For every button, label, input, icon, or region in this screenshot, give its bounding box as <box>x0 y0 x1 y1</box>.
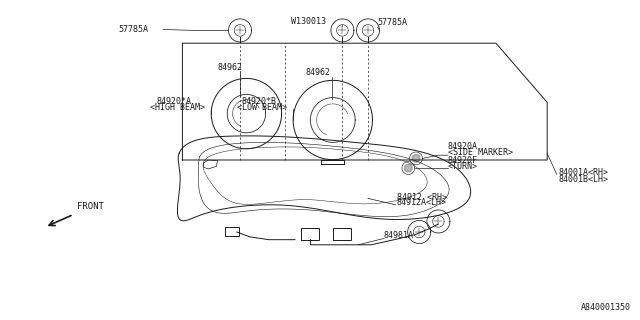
Polygon shape <box>412 155 420 162</box>
Bar <box>333 228 351 240</box>
Text: 84920A: 84920A <box>448 142 478 151</box>
Text: 84920*B: 84920*B <box>242 97 277 106</box>
Text: 57785A: 57785A <box>118 25 148 34</box>
Polygon shape <box>404 164 412 172</box>
Bar <box>301 228 319 240</box>
Text: <TURN>: <TURN> <box>448 162 478 171</box>
Bar <box>225 227 239 236</box>
Text: 84912A<LH>: 84912A<LH> <box>397 198 447 207</box>
Text: 84962: 84962 <box>306 68 331 77</box>
Text: A840001350: A840001350 <box>580 303 630 312</box>
Text: W130013: W130013 <box>291 17 326 26</box>
Text: <SIDE MARKER>: <SIDE MARKER> <box>448 148 513 157</box>
Text: 84962: 84962 <box>218 63 243 72</box>
Text: 84001B<LH>: 84001B<LH> <box>558 175 608 184</box>
Text: <HIGH BEAM>: <HIGH BEAM> <box>150 103 205 112</box>
Text: 84912 <RH>: 84912 <RH> <box>397 193 447 202</box>
Text: 84981A: 84981A <box>384 231 414 240</box>
Text: 84001A<RH>: 84001A<RH> <box>558 168 608 177</box>
Text: FRONT: FRONT <box>77 202 104 211</box>
Text: 84920F: 84920F <box>448 156 478 165</box>
Text: 84920*A: 84920*A <box>157 97 192 106</box>
Text: <LOW BEAM>: <LOW BEAM> <box>237 103 287 112</box>
Text: 57785A: 57785A <box>378 18 408 27</box>
